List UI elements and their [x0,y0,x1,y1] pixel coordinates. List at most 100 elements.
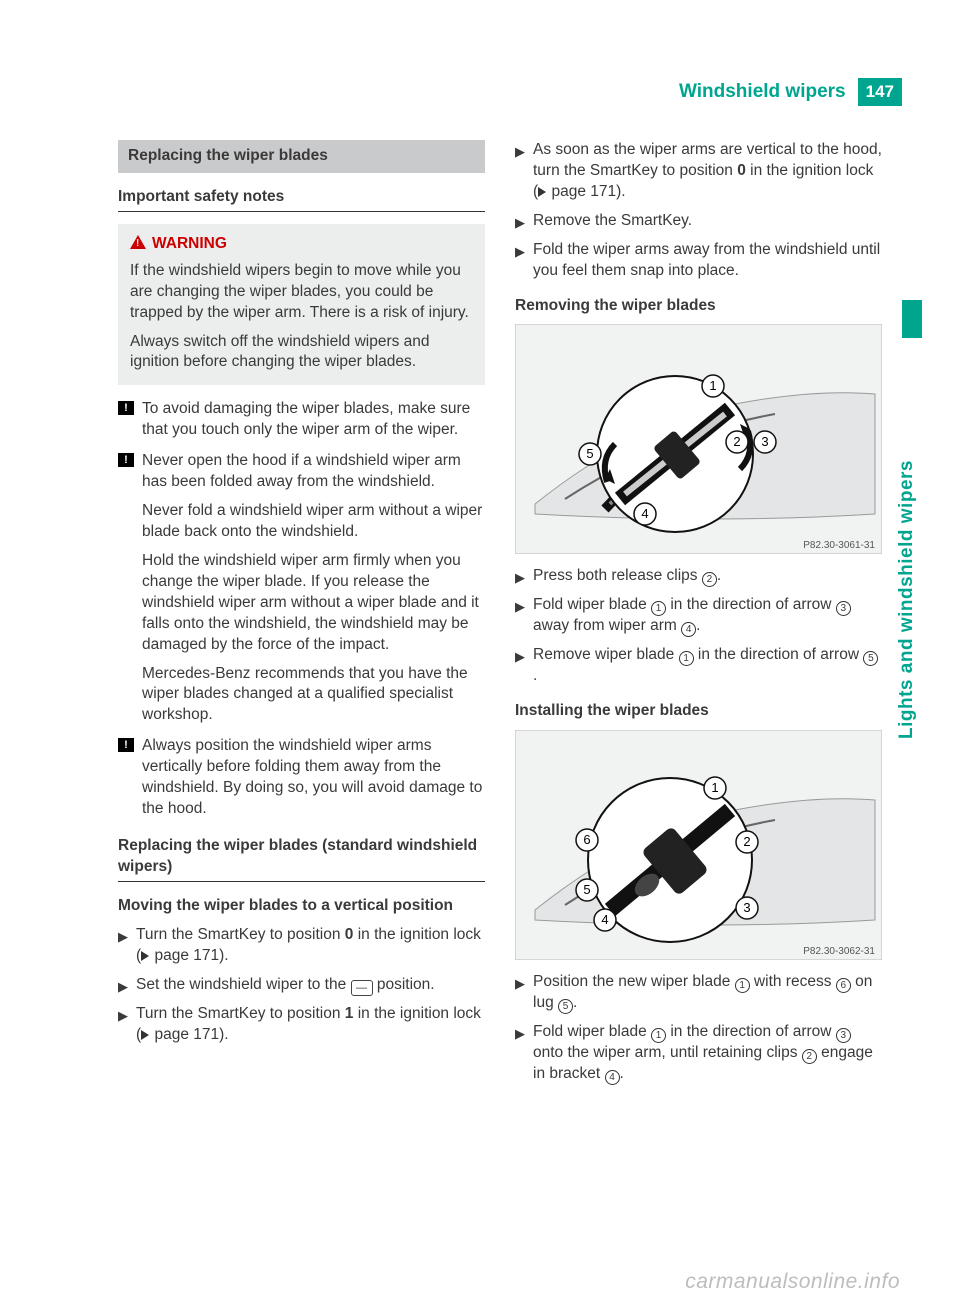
note-text: Always position the windshield wiper arm… [142,736,485,820]
step-text: page 171). [150,1026,228,1043]
step-arrow-icon: ▶ [515,243,525,261]
note-text: Never open the hood if a windshield wipe… [142,451,485,493]
caution-note: ! To avoid damaging the wiper blades, ma… [118,399,485,441]
callout-label: 2 [743,834,750,849]
header-section-title: Windshield wipers [679,78,858,106]
step-text: onto the wiper arm, until retaining clip… [533,1044,802,1061]
subheading-installing: Installing the wiper blades [515,701,882,722]
step-text: Set the windshield wiper to the [136,976,351,993]
instruction-step: ▶ Remove the SmartKey. [515,211,882,232]
callout-ref: 5 [863,651,878,666]
step-text: . [573,994,577,1011]
callout-label: 5 [583,882,590,897]
subheading-removing: Removing the wiper blades [515,296,882,317]
callout-ref: 6 [836,978,851,993]
page-number: 147 [858,78,902,106]
instruction-step: ▶ Fold wiper blade 1 in the direction of… [515,595,882,637]
right-column: ▶ As soon as the wiper arms are vertical… [515,140,882,1093]
step-text: away from wiper arm [533,617,681,634]
step-arrow-icon: ▶ [515,975,525,993]
callout-label: 3 [761,434,768,449]
callout-label: 6 [583,832,590,847]
page: Windshield wipers 147 Lights and windshi… [0,0,960,1302]
callout-ref: 2 [702,572,717,587]
figure-ref: P82.30-3062-31 [803,946,875,957]
step-text: in the direction of arrow [666,1023,836,1040]
caution-note: ! Always position the windshield wiper a… [118,736,485,820]
step-text: Fold wiper blade [533,1023,651,1040]
step-text: position. [373,976,435,993]
caution-icon: ! [118,453,134,467]
note-text: Mercedes-Benz recommends that you have t… [142,664,485,727]
instruction-step: ▶ Set the windshield wiper to the — posi… [118,975,485,996]
warning-text: If the windshield wipers begin to move w… [130,261,473,324]
step-text: Remove the SmartKey. [533,212,692,229]
side-tab-label: Lights and windshield wipers [896,370,924,830]
wiper-position-symbol: — [351,980,373,996]
step-text: Turn the SmartKey to position [136,926,345,943]
callout-ref: 4 [681,622,696,637]
instruction-step: ▶ Position the new wiper blade 1 with re… [515,972,882,1014]
callout-ref: 1 [679,651,694,666]
instruction-step: ▶ Press both release clips 2. [515,566,882,587]
step-text: . [620,1065,624,1082]
step-arrow-icon: ▶ [515,1025,525,1043]
instruction-step: ▶ Remove wiper blade 1 in the direction … [515,645,882,687]
step-text: . [533,667,537,684]
callout-label: 5 [586,446,593,461]
step-text: page 171). [547,183,625,200]
subheading-moving: Moving the wiper blades to a vertical po… [118,896,485,917]
callout-label: 4 [601,912,608,927]
callout-label: 2 [733,434,740,449]
instruction-step: ▶ Fold the wiper arms away from the wind… [515,240,882,282]
callout-ref: 1 [651,601,666,616]
instruction-step: ▶ As soon as the wiper arms are vertical… [515,140,882,203]
callout-ref: 2 [802,1049,817,1064]
callout-label: 1 [711,780,718,795]
step-text: with recess [750,973,836,990]
step-text: Fold wiper blade [533,596,651,613]
step-arrow-icon: ▶ [118,978,128,996]
step-text: . [717,567,721,584]
callout-ref: 3 [836,601,851,616]
watermark: carmanualsonline.info [685,1270,900,1294]
content-columns: Replacing the wiper blades Important saf… [118,140,882,1093]
step-text: . [696,617,700,634]
step-text: Press both release clips [533,567,702,584]
warning-heading: WARNING [130,234,473,255]
callout-ref: 1 [735,978,750,993]
step-text: in the direction of arrow [694,646,864,663]
callout-label: 4 [641,506,648,521]
step-arrow-icon: ▶ [515,214,525,232]
callout-label: 3 [743,900,750,915]
warning-label: WARNING [152,235,227,252]
warning-triangle-icon [130,235,146,249]
page-ref-icon [141,951,149,961]
figure-installing-wiper: 1 2 3 4 5 6 P82.30-3062-31 [515,730,882,960]
page-ref-icon [538,187,546,197]
key-position: 0 [737,162,746,179]
step-arrow-icon: ▶ [118,1007,128,1025]
section-heading: Replacing the wiper blades [118,140,485,173]
step-arrow-icon: ▶ [515,569,525,587]
instruction-step: ▶ Turn the SmartKey to position 1 in the… [118,1004,485,1046]
page-ref-icon [141,1030,149,1040]
figure-removing-wiper: 1 2 3 4 5 P82.30-3061-31 [515,324,882,554]
warning-box: WARNING If the windshield wipers begin t… [118,224,485,386]
subheading-replacing: Replacing the wiper blades (standard win… [118,836,485,882]
step-arrow-icon: ▶ [515,143,525,161]
instruction-step: ▶ Turn the SmartKey to position 0 in the… [118,925,485,967]
step-text: Fold the wiper arms away from the windsh… [533,241,880,279]
step-text: Turn the SmartKey to position [136,1005,345,1022]
caution-icon: ! [118,401,134,415]
running-header: Windshield wipers 147 [679,78,902,106]
figure-ref: P82.30-3061-31 [803,540,875,551]
subheading-important: Important safety notes [118,187,485,212]
step-arrow-icon: ▶ [515,598,525,616]
callout-label: 1 [709,378,716,393]
step-text: Remove wiper blade [533,646,679,663]
note-text: To avoid damaging the wiper blades, make… [142,399,485,441]
instruction-step: ▶ Fold wiper blade 1 in the direction of… [515,1022,882,1085]
caution-icon: ! [118,738,134,752]
callout-ref: 5 [558,999,573,1014]
